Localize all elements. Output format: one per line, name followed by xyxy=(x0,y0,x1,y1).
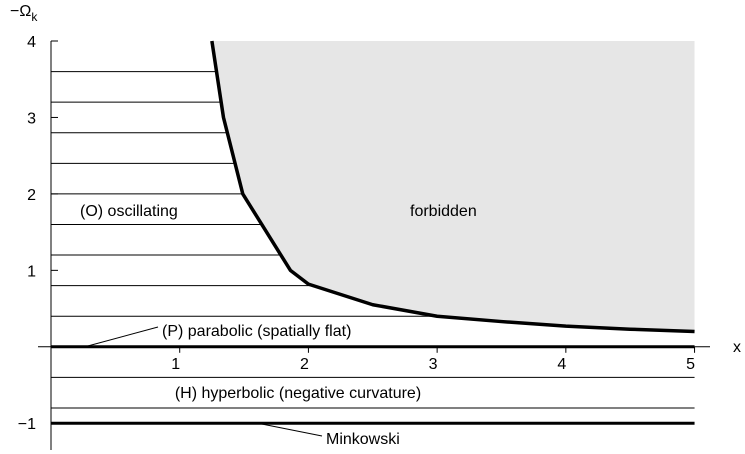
annotation: (H) hyperbolic (negative curvature) xyxy=(175,385,421,402)
x-tick-label: 5 xyxy=(686,356,695,373)
y-label-subscript: k xyxy=(31,10,38,24)
x-tick-label: 4 xyxy=(557,356,566,373)
boundary-curve xyxy=(210,40,695,334)
forbidden-region xyxy=(211,41,695,332)
y-tick-label: 3 xyxy=(27,110,36,127)
annotation: Minkowski xyxy=(326,431,400,448)
y-tick-label: 1 xyxy=(27,263,36,280)
y-axis-label: −Ωk xyxy=(10,3,38,24)
label-background xyxy=(77,203,181,220)
label-background xyxy=(159,323,355,340)
y-tick-label: 4 xyxy=(27,34,36,51)
label-background xyxy=(323,431,403,448)
leader-line xyxy=(84,326,159,348)
x-axis-label: x xyxy=(733,339,741,356)
x-tick-label: 1 xyxy=(171,356,180,373)
x-tick-label: 2 xyxy=(300,356,309,373)
y-label-symbol: −Ω xyxy=(10,3,31,20)
label-background xyxy=(171,385,425,402)
y-tick-label: −1 xyxy=(18,416,36,433)
y-tick-label: 2 xyxy=(27,187,36,204)
x-tick-label: 3 xyxy=(429,356,438,373)
leader-line xyxy=(257,422,323,437)
annotation: (O) oscillating xyxy=(80,203,178,220)
annotation: (P) parabolic (spatially flat) xyxy=(162,323,351,340)
annotation: forbidden xyxy=(410,203,477,220)
